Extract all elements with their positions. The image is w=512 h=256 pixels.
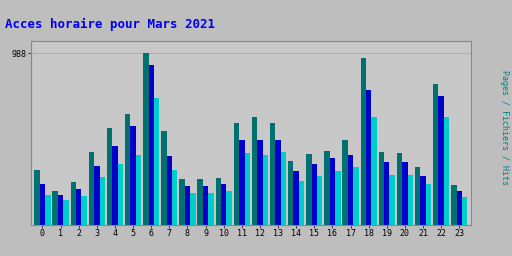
Bar: [317, 176, 323, 225]
Bar: [299, 181, 304, 225]
Bar: [143, 54, 148, 225]
Bar: [324, 151, 330, 225]
Bar: [444, 118, 450, 225]
Bar: [185, 186, 190, 225]
Bar: [343, 140, 348, 225]
Bar: [366, 90, 371, 225]
Bar: [166, 156, 172, 225]
Bar: [426, 184, 431, 225]
Bar: [45, 195, 51, 225]
Bar: [58, 195, 63, 225]
Bar: [148, 65, 154, 225]
Bar: [390, 175, 395, 225]
Bar: [402, 162, 408, 225]
Bar: [252, 118, 257, 225]
Bar: [451, 185, 457, 225]
Bar: [379, 152, 384, 225]
Bar: [71, 182, 76, 225]
Bar: [270, 123, 275, 225]
Bar: [239, 140, 245, 225]
Bar: [288, 161, 293, 225]
Bar: [348, 155, 353, 225]
Bar: [371, 116, 377, 225]
Bar: [397, 153, 402, 225]
Bar: [353, 167, 359, 225]
Bar: [107, 128, 112, 225]
Bar: [34, 170, 40, 225]
Bar: [81, 196, 87, 225]
Bar: [136, 155, 141, 225]
Bar: [408, 175, 413, 225]
Bar: [335, 171, 340, 225]
Bar: [76, 189, 81, 225]
Bar: [360, 58, 366, 225]
Text: Acces horaire pour Mars 2021: Acces horaire pour Mars 2021: [5, 18, 215, 31]
Bar: [94, 166, 99, 225]
Bar: [40, 184, 45, 225]
Bar: [216, 178, 221, 225]
Bar: [306, 154, 312, 225]
Bar: [293, 170, 299, 225]
Bar: [415, 167, 420, 225]
Bar: [99, 177, 105, 225]
Bar: [221, 184, 226, 225]
Bar: [462, 197, 467, 225]
Bar: [203, 186, 208, 225]
Bar: [263, 155, 268, 225]
Bar: [312, 164, 317, 225]
Bar: [226, 191, 232, 225]
Bar: [118, 164, 123, 225]
Bar: [190, 193, 196, 225]
Bar: [457, 191, 462, 225]
Bar: [384, 162, 390, 225]
Bar: [257, 140, 263, 225]
Bar: [52, 190, 58, 225]
Bar: [161, 131, 166, 225]
Bar: [198, 179, 203, 225]
Bar: [281, 152, 286, 225]
Bar: [233, 123, 239, 225]
Bar: [172, 170, 178, 225]
Bar: [208, 193, 214, 225]
Bar: [245, 153, 250, 225]
Bar: [433, 84, 438, 225]
Bar: [420, 176, 426, 225]
Bar: [438, 96, 444, 225]
Bar: [63, 199, 69, 225]
Bar: [154, 98, 159, 225]
Bar: [330, 158, 335, 225]
Bar: [131, 126, 136, 225]
Text: Pages / Fichiers / Hits: Pages / Fichiers / Hits: [500, 70, 509, 186]
Bar: [112, 146, 118, 225]
Bar: [275, 140, 281, 225]
Bar: [89, 152, 94, 225]
Bar: [125, 114, 131, 225]
Bar: [179, 179, 185, 225]
